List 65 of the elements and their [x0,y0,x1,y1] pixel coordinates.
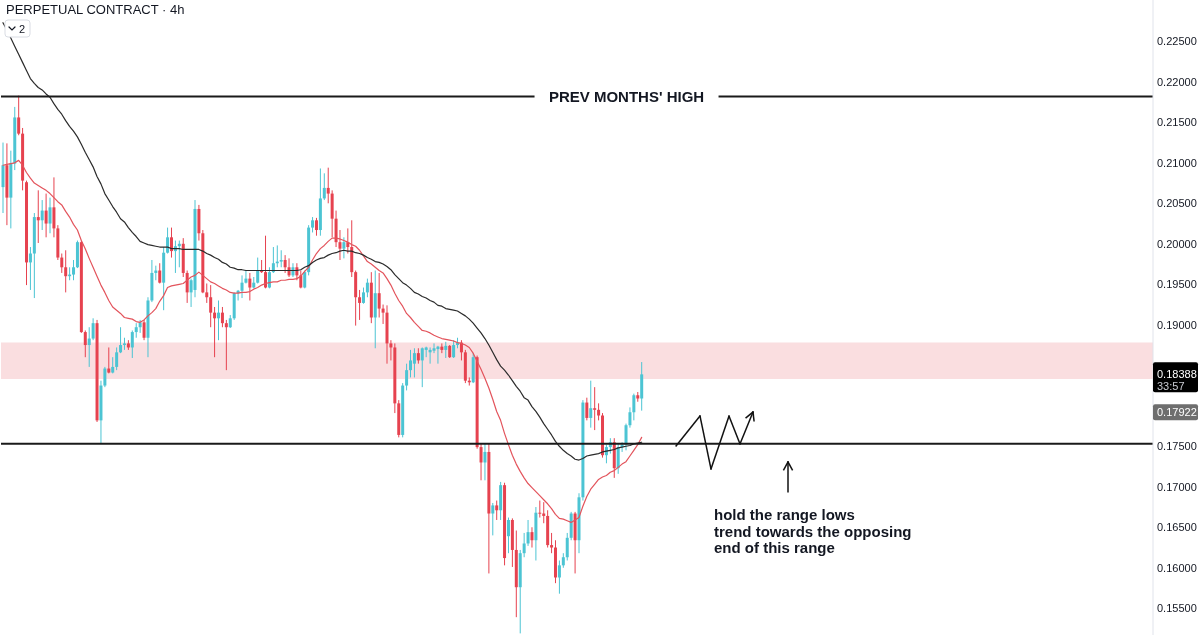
y-tick-label: 0.17000 [1157,480,1197,493]
candlestick [240,274,244,299]
candlestick [220,306,224,328]
candlestick [565,532,569,561]
candlestick [44,193,48,238]
candlestick [322,172,326,201]
candlestick [283,254,287,274]
y-tick-label: 0.21500 [1157,116,1197,129]
text: 33:57 [1157,380,1185,393]
candlestick [483,442,487,481]
candlestick [342,236,346,259]
candlestick [72,259,76,281]
candlestick [224,319,228,371]
candlestick [412,347,416,378]
text: 0.18388 [1157,368,1197,381]
y-tick-label: 0.17500 [1157,440,1197,453]
candlestick [495,500,499,521]
candlestick [205,282,209,304]
candlestick [550,532,554,554]
y-tick-label: 0.16000 [1157,561,1197,574]
candlestick [420,346,424,388]
candlestick [91,317,95,341]
candlestick [17,95,21,136]
candlestick [585,397,589,421]
y-tick-label: 0.19500 [1157,278,1197,291]
candlestick [48,197,52,234]
y-tick-label: 0.22000 [1157,75,1197,88]
candlestick [40,199,44,231]
candlestick [166,227,170,255]
candlestick [130,329,134,359]
candlestick [248,272,252,301]
y-tick-label: 0.19000 [1157,318,1197,331]
y-tick-label: 0.16500 [1157,521,1197,534]
candlestick [538,500,542,519]
y-tick-label: 0.22500 [1157,35,1197,48]
ref-line-label: PREV MONTHS' HIGH [548,87,705,105]
candlestick [530,526,534,549]
candlestick [1,142,5,214]
candlestick [409,349,413,378]
candlestick [256,257,260,284]
candlestick [64,249,68,293]
candlestick [209,284,213,328]
candlestick [36,189,40,244]
y-tick-label: 0.21000 [1157,156,1197,169]
candlestick [405,363,409,391]
candlestick [589,380,593,429]
annotation: 2 [19,22,26,35]
chart-title: PERPETUAL CONTRACT · 4h [6,2,185,17]
candlestick [83,329,87,358]
candlestick [115,346,119,371]
candlestick [107,346,111,374]
candlestick [593,386,597,431]
candlestick [557,559,561,595]
candlestick [440,342,444,354]
candlestick [169,227,173,259]
candlestick [365,278,369,298]
y-tick-label: 0.20500 [1157,197,1197,210]
line-series [2,159,643,524]
annotation: hold the range lows trend towards the opposing end of this range [714,506,912,556]
candlestick [491,502,495,536]
candlestick [506,517,510,554]
y-tick-label: 0.20000 [1157,237,1197,250]
y-tick-label: 0.15500 [1157,602,1197,615]
text: 0.17922 [1157,406,1197,419]
candlestick [142,319,146,341]
